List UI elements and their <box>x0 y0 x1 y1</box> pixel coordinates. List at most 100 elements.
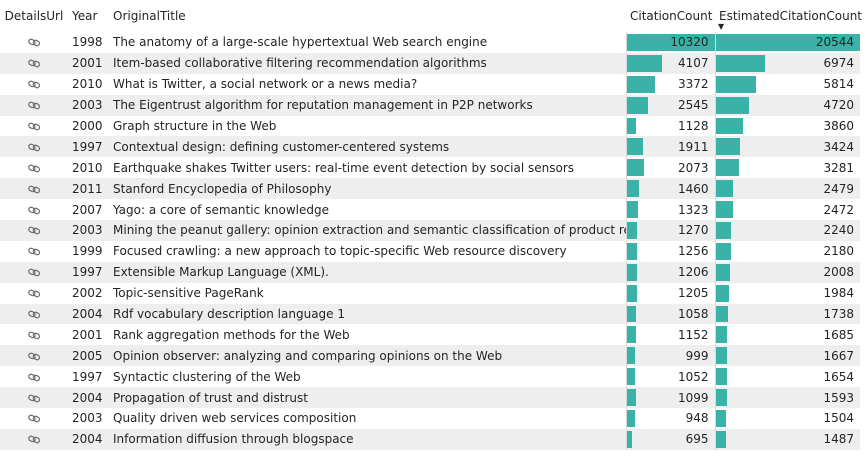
citation-count-value: 1152 <box>677 327 709 342</box>
estimated-citation-count-cell: 1654 <box>714 366 860 388</box>
link-icon[interactable] <box>27 432 41 446</box>
column-header-year[interactable]: Year <box>72 9 98 23</box>
link-icon[interactable] <box>27 182 41 196</box>
details-link-cell[interactable] <box>0 178 68 200</box>
citation-count-cell: 1911 <box>625 136 715 158</box>
details-link-cell[interactable] <box>0 303 68 325</box>
table-row[interactable]: 2002 Topic-sensitive PageRank 1205 1984 <box>0 282 860 304</box>
table-body: 1998 The anatomy of a large-scale hyperte… <box>0 32 860 450</box>
details-link-cell[interactable] <box>0 428 68 450</box>
link-icon[interactable] <box>27 307 41 321</box>
link-icon[interactable] <box>27 77 41 91</box>
citation-count-cell: 948 <box>625 408 715 429</box>
title-cell: Syntactic clustering of the Web <box>109 366 626 388</box>
table-row[interactable]: 2000 Graph structure in the Web 1128 3860 <box>0 115 860 137</box>
citation-count-cell: 1058 <box>625 303 715 325</box>
details-link-cell[interactable] <box>0 136 68 158</box>
details-link-cell[interactable] <box>0 52 68 74</box>
link-icon[interactable] <box>27 98 41 112</box>
table-row[interactable]: 1997 Contextual design: defining customer… <box>0 136 860 158</box>
table-row[interactable]: 2003 Quality driven web services composit… <box>0 408 860 429</box>
link-icon[interactable] <box>27 119 41 133</box>
table-row[interactable]: 2011 Stanford Encyclopedia of Philosophy 1… <box>0 178 860 200</box>
citation-count-cell: 1270 <box>625 220 715 241</box>
table-row[interactable]: 2003 Mining the peanut gallery: opinion e… <box>0 220 860 241</box>
data-bar <box>716 34 860 51</box>
details-link-cell[interactable] <box>0 261 68 283</box>
table-row[interactable]: 2005 Opinion observer: analyzing and comp… <box>0 345 860 367</box>
details-link-cell[interactable] <box>0 220 68 241</box>
data-bar <box>627 284 637 302</box>
link-icon[interactable] <box>27 161 41 175</box>
column-header-originaltitle[interactable]: OriginalTitle <box>113 9 186 23</box>
details-link-cell[interactable] <box>0 115 68 137</box>
table-row[interactable]: 2004 Propagation of trust and distrust 109… <box>0 387 860 409</box>
year-cell: 1997 <box>68 136 109 158</box>
link-icon[interactable] <box>27 391 41 405</box>
table-row[interactable]: 2004 Information diffusion through blogsp… <box>0 428 860 450</box>
citation-count-value: 1270 <box>677 223 709 238</box>
link-icon[interactable] <box>27 35 41 49</box>
link-icon[interactable] <box>27 328 41 342</box>
citation-count-value: 1206 <box>677 265 709 280</box>
table-row[interactable]: 1997 Syntactic clustering of the Web 1052 1… <box>0 366 860 388</box>
column-header-estimatedcitationcount[interactable]: EstimatedCitationCount ▼ <box>715 0 862 32</box>
year-cell: 2003 <box>68 408 109 429</box>
details-link-cell[interactable] <box>0 157 68 179</box>
data-bar <box>627 138 643 156</box>
details-link-cell[interactable] <box>0 240 68 262</box>
data-bar <box>627 305 636 323</box>
details-link-cell[interactable] <box>0 73 68 95</box>
table-row[interactable]: 2001 Rank aggregation methods for the Web… <box>0 324 860 346</box>
data-bar <box>627 242 638 260</box>
link-icon[interactable] <box>27 370 41 384</box>
table-row[interactable]: 2004 Rdf vocabulary description language … <box>0 303 860 325</box>
column-header-detailsurl[interactable]: DetailsUrl <box>4 9 64 23</box>
estimated-citation-count-value: 5814 <box>823 77 854 92</box>
details-link-cell[interactable] <box>0 408 68 429</box>
data-bar <box>716 222 732 239</box>
details-link-cell[interactable] <box>0 366 68 388</box>
estimated-citation-count-cell: 20544 <box>714 32 860 53</box>
data-bar <box>627 326 637 344</box>
link-icon[interactable] <box>27 349 41 363</box>
title-cell: Quality driven web services composition <box>109 408 626 429</box>
details-link-cell[interactable] <box>0 345 68 367</box>
citation-count-value: 3372 <box>677 77 709 92</box>
table-row[interactable]: 2001 Item-based collaborative filtering r… <box>0 52 860 74</box>
citation-count-value: 10320 <box>670 35 709 50</box>
data-bar <box>627 34 715 51</box>
link-icon[interactable] <box>27 140 41 154</box>
table-row[interactable]: 2010 Earthquake shakes Twitter users: rea… <box>0 157 860 179</box>
data-bar <box>716 389 727 407</box>
link-icon[interactable] <box>27 56 41 70</box>
estimated-citation-count-value: 1593 <box>823 390 854 405</box>
table-row[interactable]: 1997 Extensible Markup Language (XML). 120… <box>0 261 860 283</box>
link-icon[interactable] <box>27 286 41 300</box>
details-link-cell[interactable] <box>0 324 68 346</box>
details-link-cell[interactable] <box>0 32 68 53</box>
estimated-citation-count-value: 20544 <box>815 35 854 50</box>
estimated-citation-count-value: 1654 <box>823 369 854 384</box>
table-row[interactable]: 2003 The Eigentrust algorithm for reputat… <box>0 94 860 116</box>
data-bar <box>716 305 728 323</box>
citation-count-cell: 4107 <box>625 52 715 74</box>
table-row[interactable]: 2007 Yago: a core of semantic knowledge 13… <box>0 199 860 221</box>
title-cell: Focused crawling: a new approach to topi… <box>109 240 626 262</box>
link-icon[interactable] <box>27 265 41 279</box>
column-header-citationcount[interactable]: CitationCount <box>630 9 713 23</box>
link-icon[interactable] <box>27 203 41 217</box>
estimated-citation-count-value: 2180 <box>823 244 854 259</box>
link-icon[interactable] <box>27 244 41 258</box>
table-row[interactable]: 2010 What is Twitter, a social network or… <box>0 73 860 95</box>
details-link-cell[interactable] <box>0 199 68 221</box>
data-bar <box>627 368 636 386</box>
details-link-cell[interactable] <box>0 94 68 116</box>
table-row[interactable]: 1999 Focused crawling: a new approach to … <box>0 240 860 262</box>
details-link-cell[interactable] <box>0 387 68 409</box>
data-bar <box>627 180 639 198</box>
table-row[interactable]: 1998 The anatomy of a large-scale hyperte… <box>0 32 860 53</box>
link-icon[interactable] <box>27 411 41 425</box>
details-link-cell[interactable] <box>0 282 68 304</box>
link-icon[interactable] <box>27 223 41 237</box>
